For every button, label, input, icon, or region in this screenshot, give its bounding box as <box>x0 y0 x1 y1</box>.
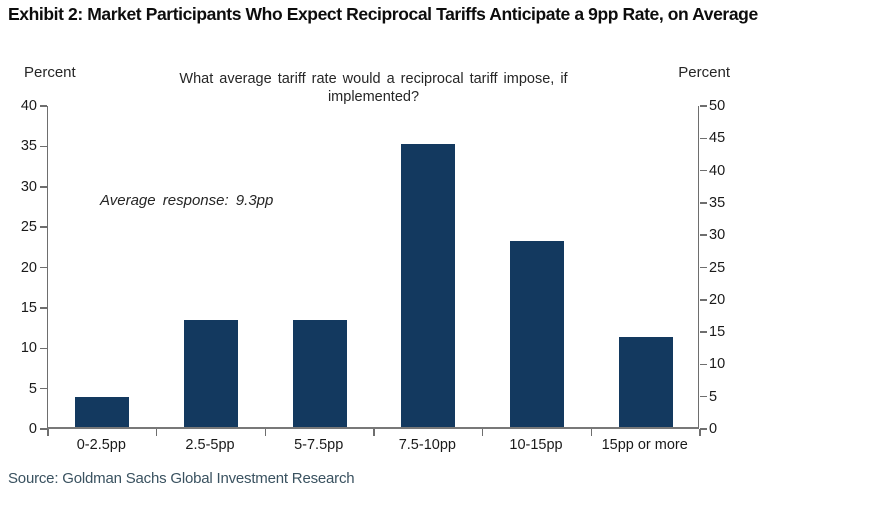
bar-5-7.5pp <box>292 319 347 427</box>
y-axis-tick-left <box>39 145 47 148</box>
plot-area: Average response: 9.3pp 0 5 10 15 20 25 30 35 40… <box>21 98 725 437</box>
category-label: 2.5-5pp <box>185 437 235 453</box>
category-label: 7.5-10pp <box>398 437 456 453</box>
y-axis-tick-label-left: 25 <box>20 219 37 236</box>
bar-15pp or more <box>618 337 673 427</box>
exhibit-title: Exhibit 2: Market Participants Who Expec… <box>8 4 758 24</box>
y-axis-tick-right <box>699 169 707 172</box>
y-axis-tick-right <box>699 299 707 301</box>
chart-question-subtitle: What average tariff rate would a recipro… <box>179 71 568 105</box>
y-axis-tick-label-left: 10 <box>20 340 37 357</box>
y-axis-tick-right <box>699 331 707 333</box>
x-axis-tick <box>155 429 158 436</box>
y-axis-tick-left <box>39 428 47 430</box>
x-axis-tick <box>47 429 49 436</box>
y-axis-tick-label-right: 10 <box>709 356 726 373</box>
y-axis-tick-label-right: 25 <box>709 259 726 276</box>
x-axis-category-labels: 0-2.5pp 2.5-5pp 5-7.5pp 7.5-10pp 10-15pp 15pp… <box>47 437 699 453</box>
y-axis-tick-left <box>39 307 47 309</box>
bar-0-2.5pp <box>75 397 130 427</box>
category-label: 10-15pp <box>509 437 563 453</box>
y-axis-tick-left <box>39 226 47 228</box>
y-axis-tick-left <box>39 387 47 390</box>
y-axis-tick-label-left: 5 <box>28 380 37 397</box>
x-axis-tick <box>481 429 484 436</box>
y-axis-tick-left <box>39 186 47 188</box>
y-axis-tick-label-left: 30 <box>20 178 37 195</box>
y-axis-tick-left <box>39 266 47 269</box>
y-axis-tick-right <box>699 202 707 204</box>
category-label: 5-7.5pp <box>294 437 344 453</box>
y-axis-tick-label-right: 15 <box>709 324 726 341</box>
y-axis-tick-right <box>699 234 707 236</box>
y-axis-tick-right <box>699 428 707 430</box>
bar-10-15pp <box>510 241 564 427</box>
left-axis-unit-label: Percent <box>24 64 76 81</box>
bar-7.5-10pp <box>401 144 456 427</box>
y-axis-tick-right <box>699 395 707 398</box>
y-axis-tick-label-left: 15 <box>20 299 37 316</box>
y-axis-tick-label-right: 40 <box>709 162 726 179</box>
category-label: 0-2.5pp <box>76 437 126 453</box>
average-response-annotation: Average response: 9.3pp <box>100 192 274 209</box>
y-axis-tick-label-right: 35 <box>709 194 726 211</box>
x-axis-tick <box>264 429 267 436</box>
y-axis-tick-label-left: 35 <box>20 138 37 155</box>
category-label: 15pp or more <box>601 437 688 453</box>
y-axis-tick-left <box>39 347 47 349</box>
y-axis-tick-label-right: 0 <box>709 421 718 437</box>
y-axis-tick-right <box>699 105 707 107</box>
source-attribution: Source: Goldman Sachs Global Investment … <box>8 470 355 487</box>
y-axis-tick-label-right: 20 <box>709 291 726 308</box>
y-axis-tick-label-left: 0 <box>28 421 37 437</box>
x-axis-tick <box>590 429 593 436</box>
y-axis-tick-right <box>699 137 707 140</box>
bar-2.5-5pp <box>184 319 238 427</box>
y-axis-tick-left <box>39 105 47 107</box>
right-axis-unit-label: Percent <box>678 64 730 81</box>
y-axis-tick-right <box>699 363 707 366</box>
y-axis-tick-label-right: 50 <box>709 98 726 114</box>
y-axis-tick-label-left: 40 <box>20 98 37 114</box>
x-axis-tick <box>373 429 375 436</box>
y-axis-tick-label-left: 20 <box>20 259 37 276</box>
y-axis-tick-label-right: 45 <box>709 130 726 147</box>
y-axis-tick-label-right: 5 <box>709 388 718 405</box>
x-axis-tick <box>699 429 701 436</box>
y-axis-tick-label-right: 30 <box>709 227 726 244</box>
y-axis-tick-right <box>699 266 707 269</box>
